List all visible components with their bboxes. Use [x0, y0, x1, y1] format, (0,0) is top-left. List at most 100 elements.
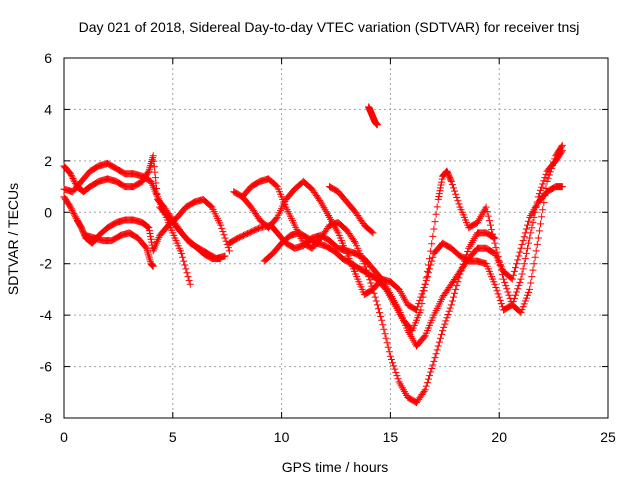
data-point [387, 356, 395, 363]
y-tick-label: -6 [40, 359, 53, 375]
data-point [70, 210, 78, 218]
data-point [452, 285, 460, 293]
data-point [69, 208, 77, 216]
data-point [523, 244, 531, 252]
data-point [438, 175, 446, 183]
data-point [496, 296, 504, 304]
series-track-5 [156, 203, 225, 263]
data-point [68, 206, 76, 214]
data-point [515, 282, 523, 290]
data-point [372, 297, 380, 305]
data-point [529, 266, 537, 274]
data-point [420, 333, 428, 341]
data-point [421, 280, 429, 288]
data-point [519, 265, 527, 273]
data-point [444, 311, 452, 318]
data-point [272, 215, 280, 223]
data-point [146, 163, 154, 171]
data-point [217, 255, 225, 263]
data-point [539, 180, 547, 188]
data-point [424, 261, 432, 269]
y-tick-label: 4 [44, 101, 52, 117]
data-point [494, 290, 502, 298]
data-point [371, 293, 379, 301]
data-point [145, 252, 153, 260]
data-point [530, 213, 538, 221]
data-point [382, 334, 390, 342]
data-point [523, 291, 531, 299]
data-point [436, 184, 444, 192]
data-point [512, 291, 520, 299]
data-point [439, 327, 447, 335]
plot-frame [63, 57, 609, 419]
data-point [518, 270, 526, 278]
data-point [490, 235, 498, 243]
data-point [219, 228, 227, 236]
data-point [433, 346, 441, 354]
y-tick-label: 0 [44, 204, 52, 220]
data-point [519, 303, 527, 311]
x-tick-label: 10 [274, 429, 290, 445]
data-point [394, 375, 402, 383]
data-point [147, 235, 155, 243]
data-point [143, 222, 151, 230]
data-point [182, 265, 190, 273]
data-point [451, 187, 459, 195]
data-point [463, 251, 471, 259]
data-point [377, 312, 385, 320]
data-point [67, 205, 75, 213]
data-point [368, 282, 376, 290]
x-axis-label: GPS time / hours [282, 459, 389, 475]
data-point [389, 359, 397, 367]
data-point [505, 291, 513, 299]
data-point [178, 249, 186, 257]
data-point [419, 293, 427, 301]
y-tick-label: 2 [44, 153, 52, 169]
data-point [518, 240, 526, 248]
data-point [460, 257, 468, 265]
data-point [507, 298, 515, 306]
data-point [513, 288, 521, 296]
data-point [429, 361, 437, 369]
data-point [529, 219, 537, 227]
data-point [492, 284, 500, 291]
data-point [457, 267, 465, 275]
data-point [558, 183, 566, 191]
data-point [557, 143, 565, 151]
data-point [430, 225, 438, 233]
series-track-6 [225, 183, 566, 350]
data-point [438, 330, 446, 338]
data-point [423, 267, 431, 275]
data-point [516, 248, 524, 256]
x-tick-label: 5 [169, 429, 177, 445]
data-point [221, 252, 229, 260]
data-point [485, 217, 493, 225]
y-axis-label: SDTVAR / TECUs [5, 183, 21, 295]
data-point [385, 348, 393, 356]
data-point [450, 293, 458, 301]
data-point [316, 196, 324, 204]
data-point [183, 269, 191, 277]
data-point [421, 386, 429, 394]
data-point [360, 260, 368, 268]
data-point [517, 275, 525, 283]
data-point [179, 253, 187, 261]
data-point [535, 227, 543, 235]
data-point [452, 190, 460, 198]
data-point [424, 375, 432, 383]
data-point [447, 176, 455, 184]
data-point [446, 304, 454, 312]
data-point [437, 181, 445, 189]
data-point [69, 175, 77, 183]
data-point [506, 294, 514, 302]
x-tick-label: 15 [383, 429, 399, 445]
data-point [448, 297, 456, 305]
data-point [369, 285, 377, 293]
data-point [491, 239, 499, 247]
data-point [497, 266, 505, 274]
data-point [540, 199, 548, 207]
data-point [520, 233, 528, 241]
plot-area: 0 5 10 15 20 25 -8 -6 -4 -2 0 2 4 6 [40, 50, 616, 445]
series-track-7 [230, 147, 566, 314]
